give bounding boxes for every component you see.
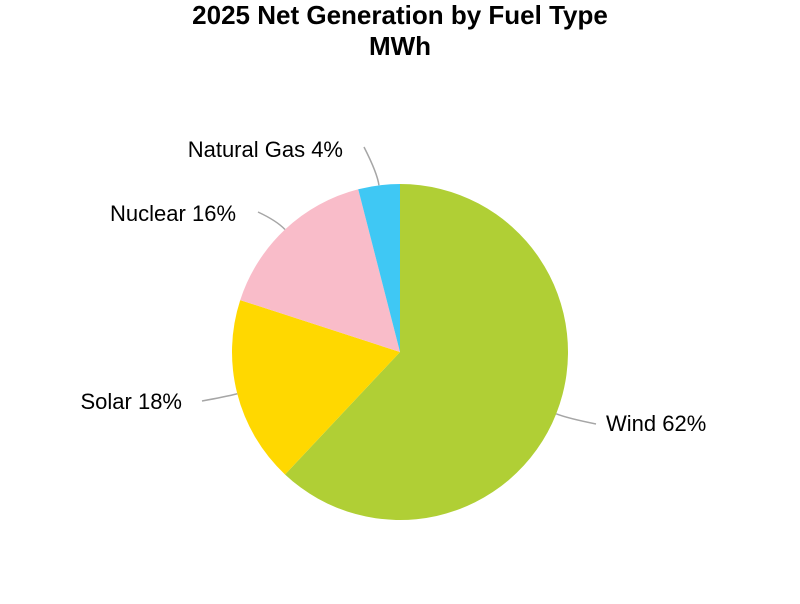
pie-slices [232,184,568,520]
leader-line-solar [201,393,238,402]
chart-title: 2025 Net Generation by Fuel Type MWh [0,0,800,62]
chart-subtitle: MWh [368,31,432,61]
slice-labels: Wind 62% Solar 18% Nuclear 16% Natural Gas … [80,137,706,436]
pie-slice-nuclear [240,189,400,352]
slice-label-wind: Wind 62% [606,411,706,436]
slice-label-nuclear: Nuclear 16% [110,201,236,226]
slice-label-solar: Solar 18% [80,389,182,414]
leader-line-nuclear [257,211,286,231]
chart-title-main: 2025 Net Generation by Fuel Type [192,0,608,30]
pie-slice-natural-gas [358,184,400,352]
leader-line-wind [555,413,597,425]
pie-slice-wind [284,184,568,520]
pie-slice-solar [232,300,400,475]
leader-line-natural-gas [363,146,380,186]
leader-lines [201,146,597,425]
slice-label-natural-gas: Natural Gas 4% [188,137,343,162]
